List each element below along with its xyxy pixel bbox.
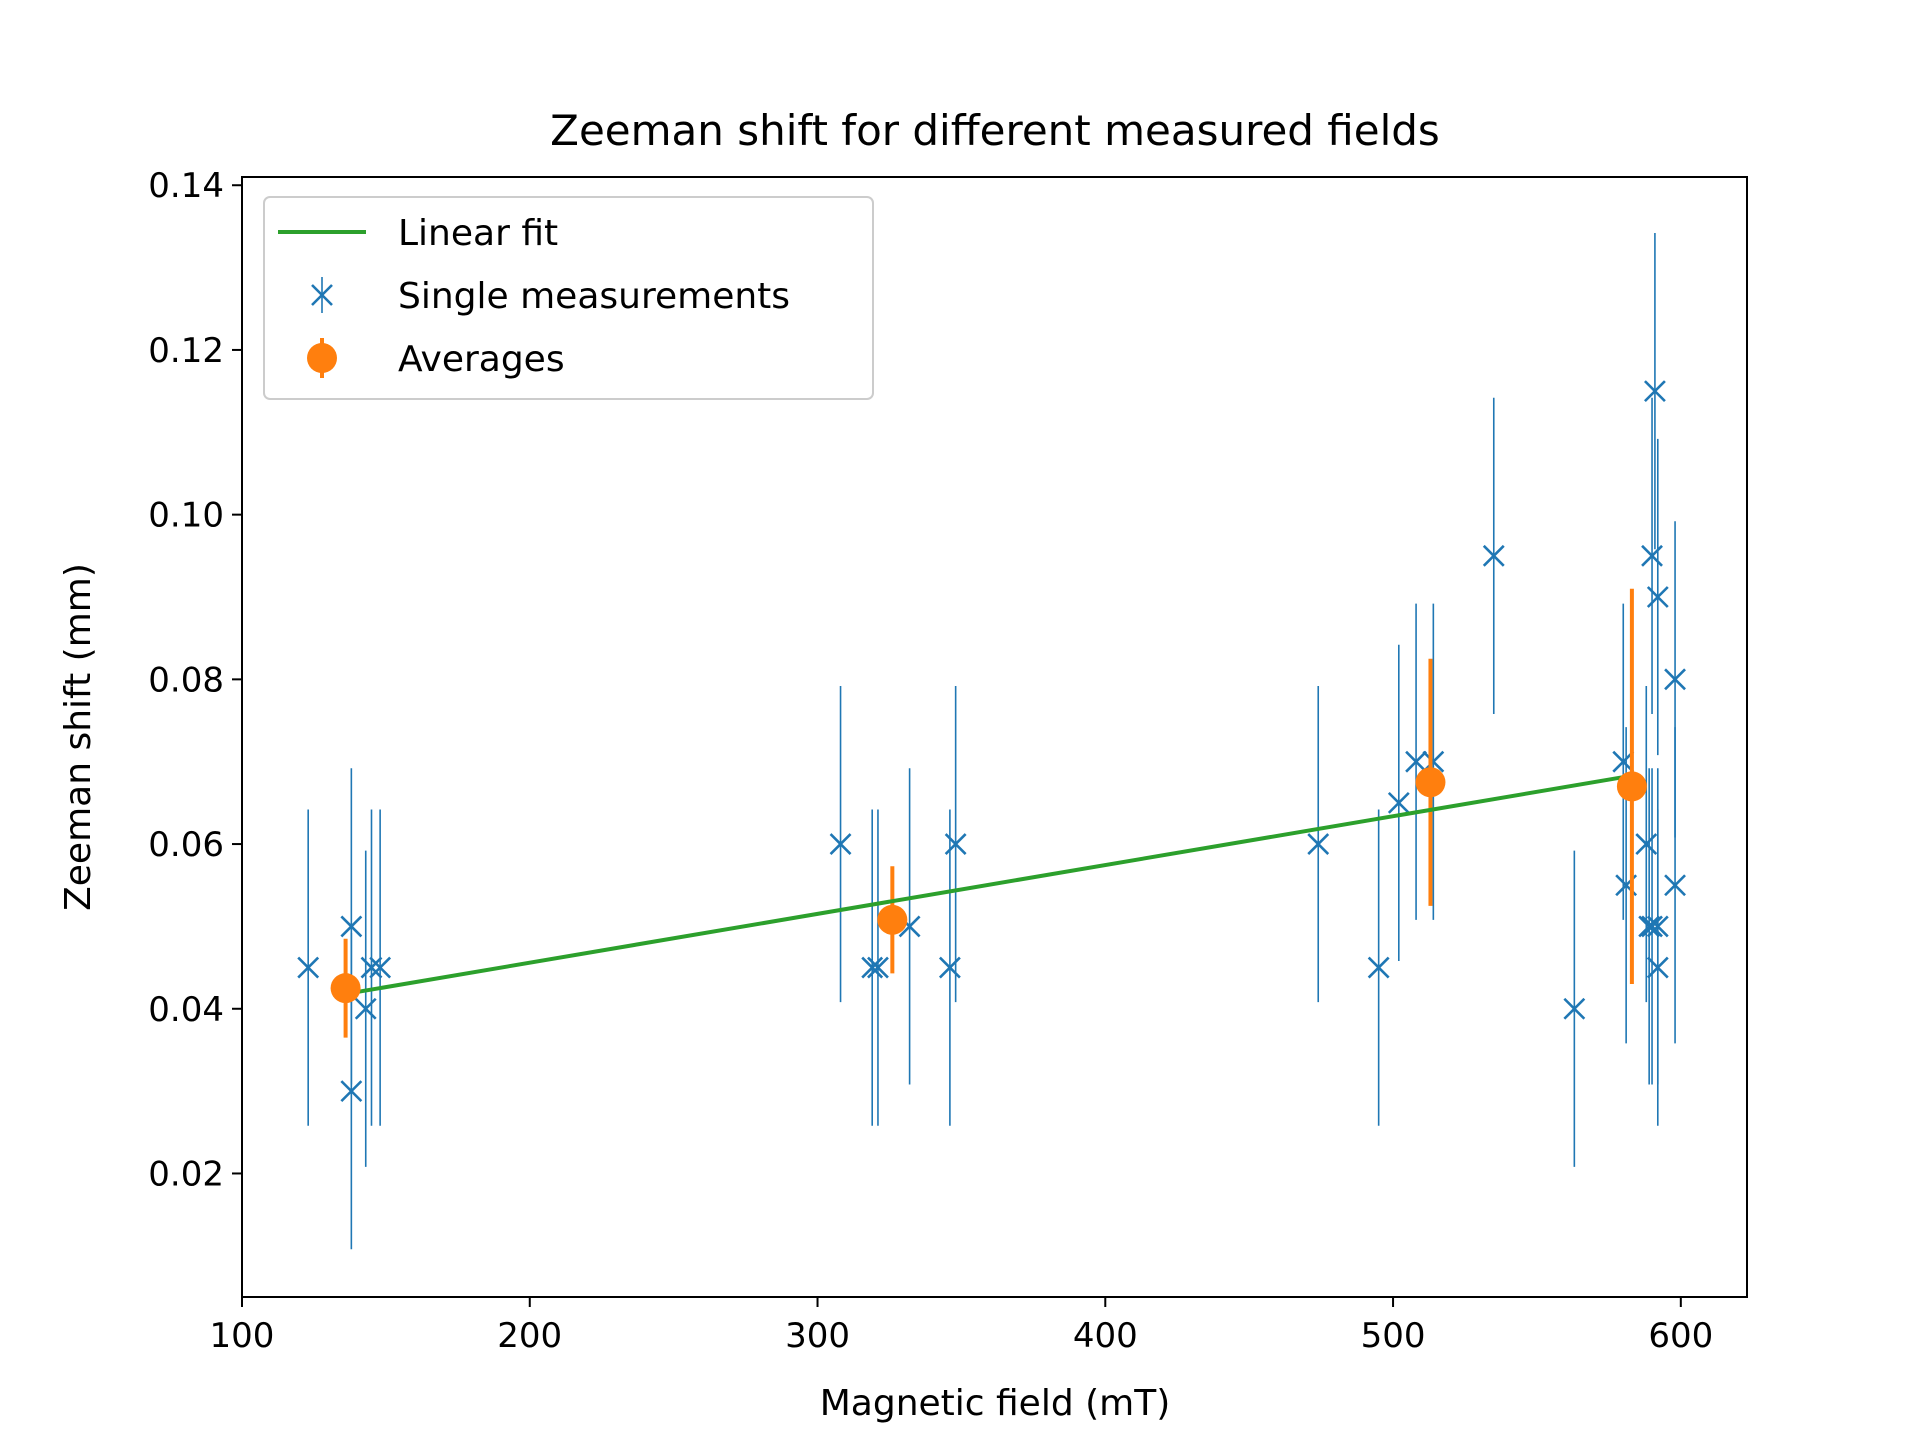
single-measurement-point (297, 956, 320, 979)
single-measurement-point (1387, 791, 1410, 814)
single-measurement-point (360, 956, 383, 979)
single-measurement-point (1643, 380, 1666, 403)
single-measurement-point (340, 915, 363, 938)
single-measurement-point (1646, 956, 1669, 979)
single-measurement-point (1482, 544, 1505, 567)
single-measurement-point (1664, 668, 1686, 691)
single-measurement-point (829, 833, 852, 855)
x-tick-label: 500 (1361, 1316, 1426, 1356)
single-measurement-point (1641, 544, 1663, 567)
legend-swatch-single-measurements (311, 277, 333, 313)
single-measurement-point (1307, 833, 1330, 855)
averages-series (330, 767, 1647, 1004)
single-measurement-point (944, 833, 967, 855)
series-layer (297, 233, 1686, 1250)
y-axis-label: Zeeman shift (mm) (58, 563, 99, 911)
y-tick-label: 0.06 (148, 825, 224, 865)
single-measurement-point (1563, 997, 1586, 1020)
axes-frame (241, 176, 1748, 1298)
single-measurement-point (1367, 956, 1390, 979)
average-point (877, 904, 908, 935)
single-measurement-point (369, 956, 392, 979)
axis-ticks: 100 200 300 400 500 600 0.02 0.04 0.06 0.08 0.10 0.… (148, 166, 1713, 1356)
x-tick-label: 100 (210, 1316, 275, 1356)
average-point (1616, 771, 1647, 802)
x-tick-label: 400 (1073, 1316, 1138, 1356)
single-measurement-point (1638, 915, 1661, 938)
single-measurement-point (340, 1080, 363, 1103)
single-measurement-point (1405, 750, 1427, 773)
single-measurement-point (938, 956, 961, 979)
legend-label: Linear fit (398, 213, 558, 254)
x-tick-label: 600 (1648, 1316, 1713, 1356)
single-measurement-point (1635, 833, 1658, 855)
single-measurements-series (297, 233, 1686, 1250)
legend-label: Averages (398, 339, 565, 380)
legend: Linear fit Single measurements Averages (263, 196, 874, 400)
x-axis-label: Magnetic field (mT) (820, 1383, 1171, 1424)
single-measurement-point (1664, 874, 1686, 897)
linear-fit-line (345, 773, 1633, 996)
y-tick-label: 0.12 (148, 331, 224, 371)
legend-box (263, 196, 874, 400)
y-tick-label: 0.02 (148, 1154, 224, 1194)
single-measurement-point (861, 956, 884, 979)
chart-title: Zeeman shift for different measured fiel… (550, 106, 1440, 155)
single-measurement-point (1646, 586, 1669, 608)
y-tick-label: 0.14 (148, 166, 224, 206)
y-tick-label: 0.10 (148, 496, 224, 536)
legend-label: Single measurements (398, 276, 790, 317)
legend-swatch-averages (307, 338, 337, 378)
x-tick-label: 200 (497, 1316, 562, 1356)
y-tick-label: 0.04 (148, 990, 224, 1030)
average-point (1415, 767, 1446, 798)
single-measurement-point (1641, 915, 1663, 938)
y-tick-label: 0.08 (148, 660, 224, 700)
average-point (330, 973, 361, 1004)
x-tick-label: 300 (785, 1316, 850, 1356)
single-measurement-point (867, 956, 889, 979)
single-measurement-point (354, 997, 377, 1020)
